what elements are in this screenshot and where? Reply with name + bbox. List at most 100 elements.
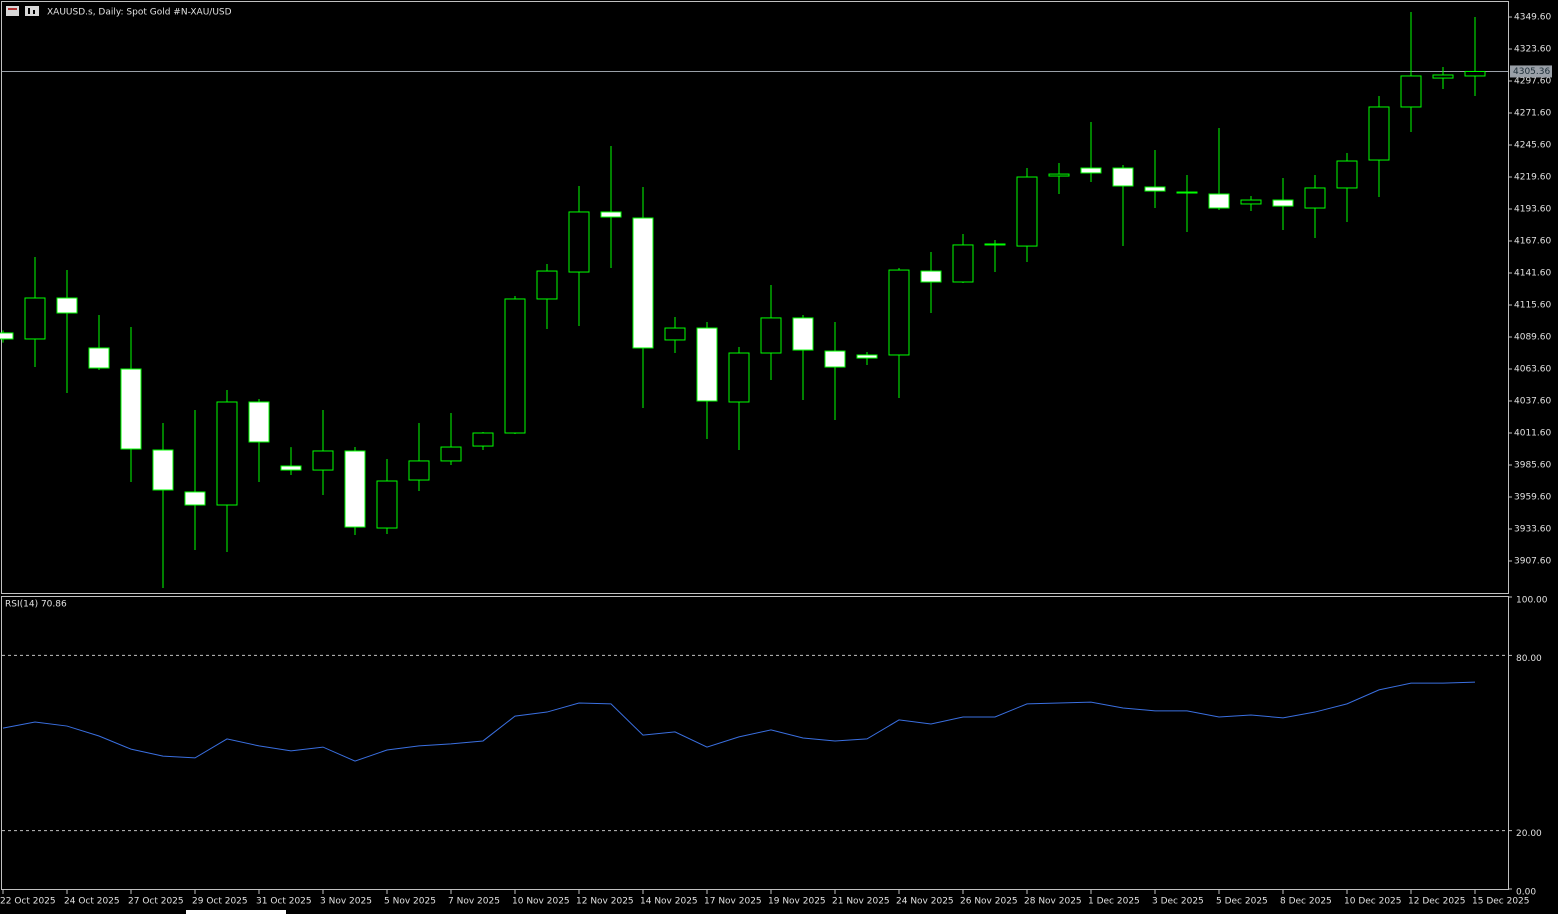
candle-body: [1112, 167, 1134, 187]
y-tick-label: 3985.60: [1514, 461, 1551, 471]
y-tick-label: 4089.60: [1514, 333, 1551, 343]
candle-body: [152, 449, 174, 491]
candle-body: [952, 244, 974, 283]
y-tick-label: 0.00: [1516, 888, 1536, 898]
candle-body: [696, 327, 718, 402]
y-tick-label: 3959.60: [1514, 493, 1551, 503]
y-tick-label: 100.00: [1516, 596, 1548, 606]
candle-body: [24, 297, 46, 340]
candle-body: [792, 317, 814, 351]
candle-body: [1176, 191, 1198, 194]
x-tick-label: 21 Nov 2025: [832, 897, 890, 907]
candle-body: [344, 450, 366, 528]
x-tick-label: 12 Nov 2025: [576, 897, 634, 907]
icon: [8, 8, 17, 10]
x-tick-label: 12 Dec 2025: [1408, 897, 1466, 907]
candle-body: [120, 368, 142, 450]
candle-body: [1432, 74, 1454, 79]
candle-body: [1400, 75, 1422, 108]
y-tick-label: 4063.60: [1514, 365, 1551, 375]
candle-body: [920, 270, 942, 283]
y-tick-label: 4141.60: [1514, 269, 1551, 279]
chart-title: XAUUSD.s, Daily: Spot Gold #N-XAU/USD: [47, 8, 232, 18]
candle-body: [600, 211, 622, 218]
last-price-box: [1510, 65, 1552, 78]
last-price-label: 4305.36: [1513, 67, 1550, 77]
x-tick-label: 29 Oct 2025: [192, 897, 248, 907]
x-tick-label: 17 Nov 2025: [704, 897, 762, 907]
x-tick-label: 31 Oct 2025: [256, 897, 312, 907]
candle-body: [504, 298, 526, 434]
y-tick-label: 4245.60: [1514, 141, 1551, 151]
y-tick-label: 4167.60: [1514, 237, 1551, 247]
x-tick-label: 1 Dec 2025: [1088, 897, 1140, 907]
y-tick-label: 4193.60: [1514, 205, 1551, 215]
candle-body: [248, 401, 270, 443]
x-tick-label: 10 Dec 2025: [1344, 897, 1402, 907]
candle-body: [312, 450, 334, 471]
x-tick-label: 26 Nov 2025: [960, 897, 1018, 907]
x-tick-label: 24 Nov 2025: [896, 897, 954, 907]
candle-body: [1080, 167, 1102, 174]
symbol-icons: [6, 6, 39, 16]
scrollbar[interactable]: [186, 910, 286, 914]
y-tick-label: 3907.60: [1514, 557, 1551, 567]
x-tick-label: 22 Oct 2025: [0, 897, 56, 907]
candle-body: [1240, 199, 1262, 205]
candle-body: [888, 269, 910, 356]
x-tick-label: 19 Nov 2025: [768, 897, 826, 907]
indicator-title: RSI(14) 70.86: [5, 600, 67, 610]
y-tick-label: 4115.60: [1514, 301, 1551, 311]
y-tick-label: 20.00: [1516, 829, 1542, 839]
candle-body: [280, 465, 302, 471]
candle-body: [664, 327, 686, 341]
candle-body: [1272, 199, 1294, 207]
candle-body: [1464, 70, 1486, 77]
y-tick-label: 4271.60: [1514, 109, 1551, 119]
candle-body: [1048, 173, 1070, 177]
x-tick-label: 8 Dec 2025: [1280, 897, 1332, 907]
candle-body: [408, 460, 430, 481]
x-tick-label: 24 Oct 2025: [64, 897, 120, 907]
rsi-line: [2, 681, 1476, 762]
candle-body: [760, 317, 782, 354]
candle-body: [440, 446, 462, 462]
candle-body: [536, 270, 558, 300]
candle-body: [984, 243, 1006, 246]
icon: [28, 8, 30, 14]
y-tick-label: 80.00: [1516, 654, 1542, 664]
y-tick-label: 4037.60: [1514, 397, 1551, 407]
icon: [6, 6, 19, 16]
x-tick-label: 3 Dec 2025: [1152, 897, 1204, 907]
rsi-panel-frame: [1, 596, 1509, 890]
icon: [25, 6, 39, 16]
x-tick-label: 27 Oct 2025: [128, 897, 184, 907]
y-tick-label: 4011.60: [1514, 429, 1551, 439]
x-tick-label: 10 Nov 2025: [512, 897, 570, 907]
x-tick-label: 7 Nov 2025: [448, 897, 500, 907]
x-tick-label: 5 Dec 2025: [1216, 897, 1268, 907]
candle-body: [184, 491, 206, 506]
candle-body: [472, 432, 494, 447]
y-tick-label: 4219.60: [1514, 173, 1551, 183]
y-tick-label: 4323.60: [1514, 45, 1551, 55]
icon: [33, 10, 35, 14]
x-tick-label: 15 Dec 2025: [1472, 897, 1530, 907]
candle-body: [0, 332, 14, 340]
candle-body: [728, 352, 750, 403]
x-tick-label: 3 Nov 2025: [320, 897, 372, 907]
candle-body: [632, 217, 654, 349]
x-tick-label: 5 Nov 2025: [384, 897, 436, 907]
candle-body: [216, 401, 238, 506]
candle-body: [856, 354, 878, 359]
y-tick-label: 3933.60: [1514, 525, 1551, 535]
candle-body: [1144, 186, 1166, 192]
candle-body: [568, 211, 590, 273]
candle-body: [88, 347, 110, 369]
candle-body: [376, 480, 398, 529]
candle-body: [1016, 176, 1038, 247]
candle-body: [1336, 160, 1358, 189]
candle-body: [1304, 187, 1326, 209]
price-panel-frame: [1, 1, 1509, 594]
